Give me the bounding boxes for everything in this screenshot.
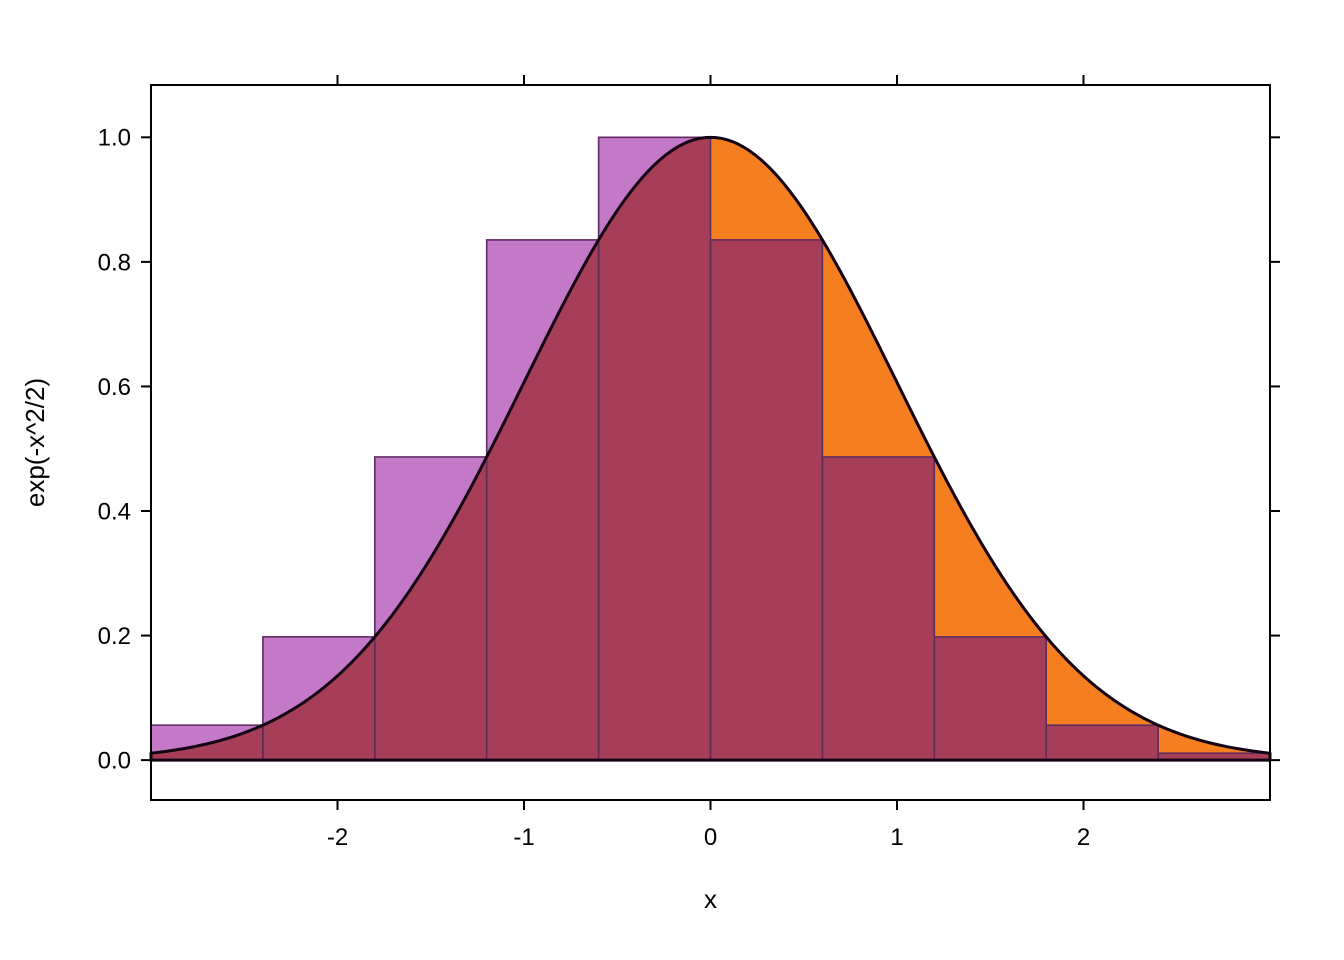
riemann-bar-overlap: [710, 239, 823, 761]
riemann-bar-overlap: [1046, 725, 1159, 761]
y-tick-label: 0.2: [98, 623, 131, 650]
riemann-bar-overlap: [1158, 753, 1270, 761]
y-tick-label: 0.4: [98, 498, 131, 525]
x-tick-label: -2: [327, 824, 348, 851]
riemann-bar-overlap: [934, 636, 1047, 761]
overlap-layer: [151, 137, 1270, 761]
x-tick-label: 2: [1077, 824, 1090, 851]
riemann-bar-overlap: [598, 137, 711, 761]
x-tick-label: -1: [513, 824, 534, 851]
y-tick-label: 0.0: [98, 748, 131, 775]
curve-line: [149, 135, 1272, 762]
y-tick-label: 0.8: [98, 249, 131, 276]
y-tick-label: 1.0: [98, 125, 131, 152]
riemann-bar-overlap: [822, 456, 935, 761]
y-axis-label: exp(-x^2/2): [20, 378, 50, 507]
y-tick-label: 0.6: [98, 374, 131, 401]
x-tick-label: 0: [704, 824, 717, 851]
x-axis-label: x: [704, 884, 717, 914]
x-tick-label: 1: [890, 824, 903, 851]
